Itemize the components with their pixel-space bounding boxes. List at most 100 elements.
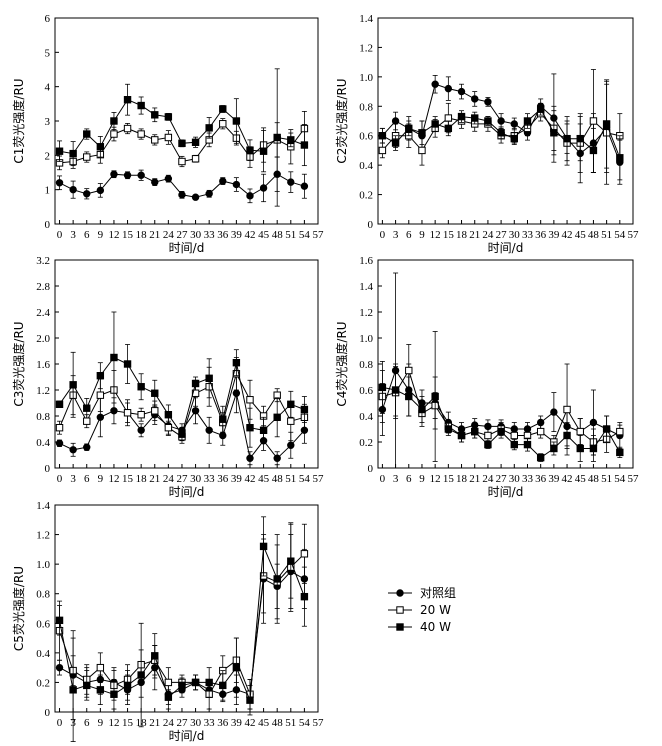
x-tick-label: 57 <box>313 473 325 485</box>
data-point <box>563 405 571 414</box>
data-point <box>164 174 173 183</box>
y-tick-label: 2.0 <box>36 333 50 345</box>
x-tick-label: 57 <box>313 229 325 241</box>
data-point <box>178 430 186 438</box>
y-tick-label: 0.8 <box>359 101 373 113</box>
data-point <box>69 686 77 694</box>
data-point <box>137 411 145 419</box>
data-point <box>550 444 558 453</box>
x-tick-label: 51 <box>285 717 296 729</box>
legend-label: 40 W <box>420 620 451 634</box>
data-point <box>205 678 213 687</box>
x-tick-label: 3 <box>393 229 399 241</box>
data-point <box>523 440 532 449</box>
data-point <box>69 149 77 158</box>
data-point <box>83 417 91 425</box>
x-tick-label: 27 <box>176 717 188 729</box>
data-point <box>151 136 159 144</box>
data-point <box>55 424 64 432</box>
data-point <box>378 132 387 140</box>
x-tick-label: 36 <box>217 717 229 729</box>
data-point <box>164 133 173 142</box>
data-point <box>205 374 213 383</box>
x-tick-label: 48 <box>272 473 284 485</box>
x-tick-label: 21 <box>149 717 160 729</box>
data-point <box>219 105 227 113</box>
data-point <box>191 379 200 388</box>
data-point <box>484 440 492 449</box>
data-point <box>178 191 186 199</box>
data-point <box>287 557 295 565</box>
x-axis-label: 时间/d <box>169 729 205 743</box>
y-tick-label: 1.4 <box>36 500 50 512</box>
x-tick-label: 12 <box>108 717 119 729</box>
y-axis-label: C3荧光强度/RU <box>11 321 26 406</box>
legend-entry: 40 W <box>388 620 451 634</box>
data-point <box>576 427 584 436</box>
y-tick-label: 0.4 <box>36 648 50 660</box>
data-point <box>55 147 64 155</box>
data-point <box>405 366 413 375</box>
x-axis-label: 时间/d <box>169 241 205 255</box>
data-point <box>510 431 518 440</box>
y-tick-label: 0.8 <box>36 589 50 601</box>
x-tick-label: 54 <box>614 473 626 485</box>
legend: 对照组 20 W 40 W <box>388 586 456 634</box>
data-point <box>123 96 132 104</box>
x-tick-label: 12 <box>430 229 441 241</box>
data-point <box>246 696 254 704</box>
data-point <box>418 146 426 155</box>
legend-label: 20 W <box>420 603 451 617</box>
data-point <box>137 171 145 179</box>
data-point <box>576 444 584 453</box>
y-tick-label: 1 <box>45 185 51 197</box>
series-0 <box>378 272 624 469</box>
data-point <box>137 130 145 138</box>
x-tick-label: 6 <box>406 473 412 485</box>
x-tick-label: 18 <box>136 229 148 241</box>
y-axis-label: C1荧光强度/RU <box>11 78 26 163</box>
data-point <box>550 129 558 137</box>
legend-marker <box>396 606 404 614</box>
data-point <box>219 120 227 128</box>
plot-frame <box>377 17 634 225</box>
data-point <box>616 427 624 436</box>
x-tick-label: 24 <box>163 717 175 729</box>
data-point <box>523 117 532 125</box>
data-point <box>96 391 105 399</box>
chart-c5: 00.20.40.60.81.01.21.4036912151821242730… <box>11 500 324 743</box>
data-point <box>123 171 132 179</box>
x-tick-label: 30 <box>509 473 521 485</box>
y-tick-label: 0.4 <box>359 160 373 172</box>
data-point <box>191 678 200 687</box>
x-tick-label: 15 <box>122 229 134 241</box>
data-point <box>164 424 173 432</box>
y-tick-label: 0.6 <box>359 131 373 143</box>
data-point <box>69 446 77 454</box>
x-tick-label: 21 <box>469 229 480 241</box>
series-line <box>59 356 305 436</box>
x-tick-label: 18 <box>456 229 468 241</box>
data-point <box>497 427 505 436</box>
y-tick-label: 1.4 <box>359 13 373 25</box>
data-point <box>246 192 254 200</box>
x-tick-label: 42 <box>244 473 255 485</box>
chart-c4: 00.20.40.60.81.01.21.41.60 3 6 9 12 15 18 21 24 2… <box>334 255 639 499</box>
data-point <box>444 425 453 433</box>
x-tick-label: 57 <box>313 717 325 729</box>
x-tick-label: 0 <box>57 473 63 485</box>
data-point <box>457 112 466 121</box>
x-tick-label: 57 <box>628 473 640 485</box>
y-tick-label: 5 <box>45 47 51 59</box>
data-point <box>497 117 505 125</box>
x-tick-label: 51 <box>601 473 612 485</box>
data-point <box>259 542 268 551</box>
x-tick-label: 24 <box>163 473 175 485</box>
data-point <box>232 359 241 367</box>
x-tick-label: 48 <box>588 473 600 485</box>
data-point <box>232 663 241 672</box>
legend-marker <box>396 623 404 631</box>
x-tick-label: 0 <box>380 473 386 485</box>
data-point <box>164 678 173 687</box>
data-point <box>471 114 479 122</box>
